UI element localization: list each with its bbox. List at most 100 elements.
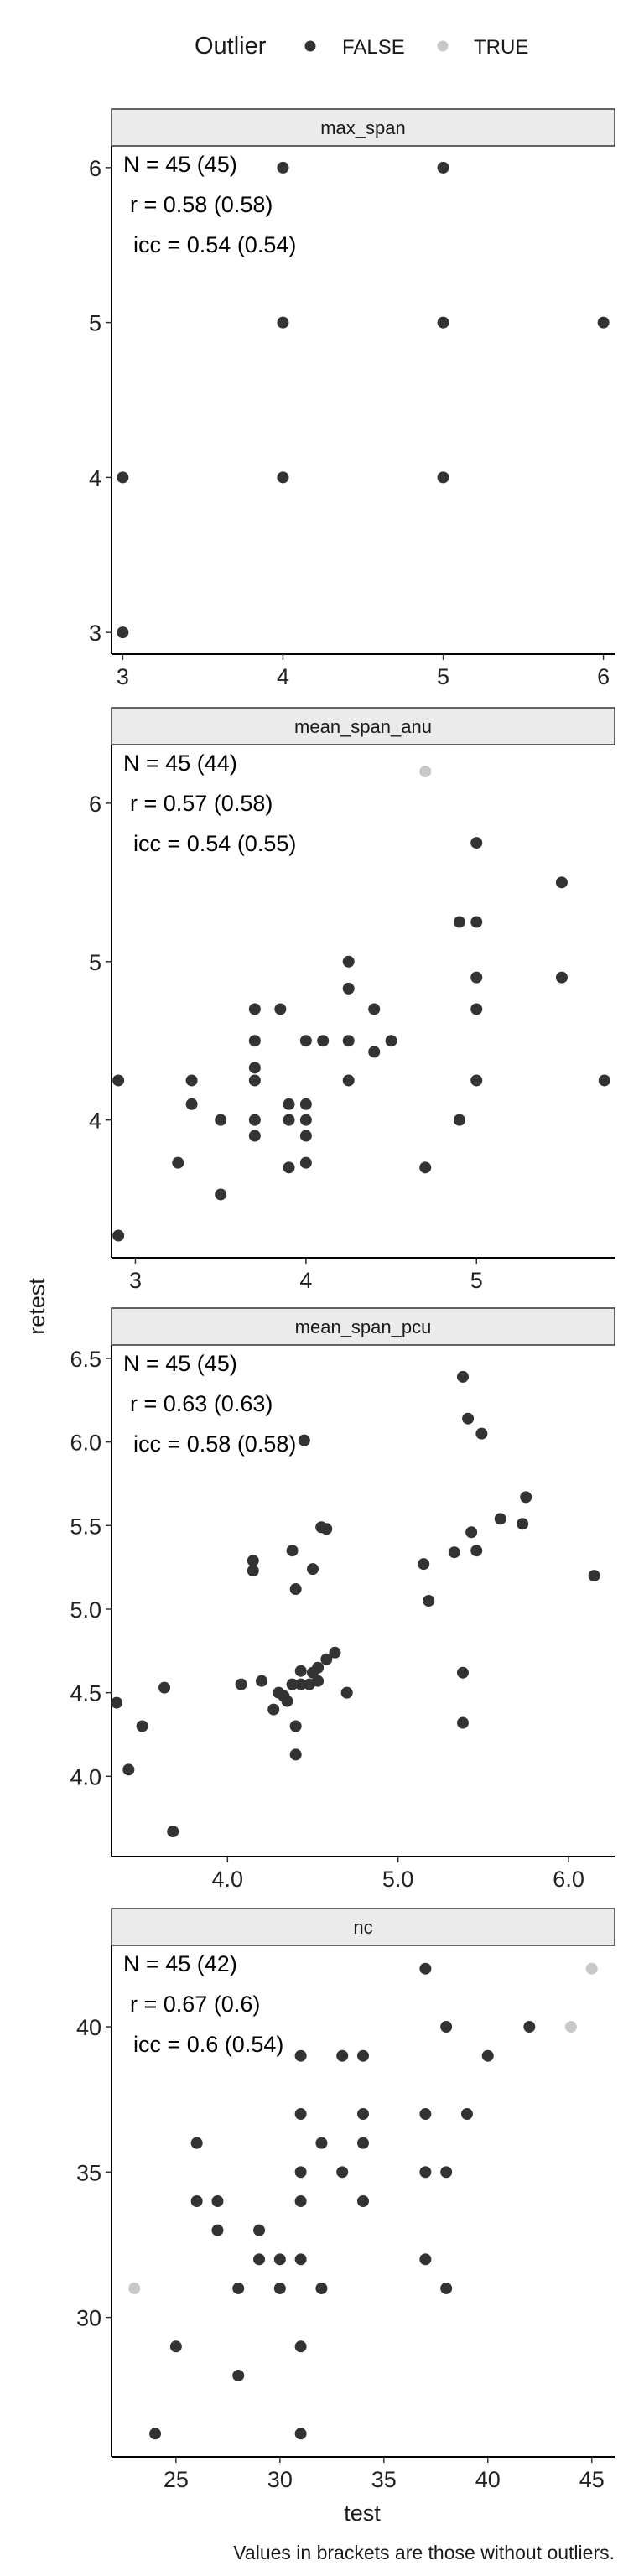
data-point [342, 1035, 355, 1047]
data-point [470, 837, 483, 849]
data-point [277, 471, 289, 484]
data-point [283, 1098, 295, 1110]
data-point [299, 1114, 312, 1126]
y-tick-label: 4 [89, 1109, 101, 1134]
data-point [368, 1003, 381, 1015]
data-point [342, 955, 355, 968]
data-point [418, 1558, 430, 1571]
x-tick-label: 5 [437, 664, 449, 689]
data-point [277, 161, 289, 174]
x-tick-label: 6.0 [553, 1867, 584, 1892]
data-point [470, 916, 483, 928]
data-point [520, 1491, 532, 1504]
data-point [248, 1062, 261, 1074]
data-point [315, 2137, 328, 2149]
data-point [555, 971, 568, 984]
data-point [215, 1114, 227, 1126]
data-point [440, 2282, 453, 2294]
data-point [211, 2224, 224, 2236]
facet-strip-label: mean_span_anu [294, 716, 432, 737]
data-point [112, 1074, 125, 1087]
y-tick-label: 4.0 [70, 1764, 101, 1789]
data-point [481, 2049, 494, 2062]
y-tick-label: 6.5 [70, 1347, 101, 1372]
legend: Outlier FALSE TRUE [195, 33, 528, 60]
data-point-outlier [419, 766, 432, 778]
data-point [136, 1720, 148, 1732]
panel-mean_span_anu: mean_span_anu 4 5 6 3 4 5 N = 45 (44) r = 0.57 (… [89, 707, 615, 1293]
y-tick-label: 5 [89, 311, 101, 336]
facet-strip [111, 707, 615, 745]
data-point [232, 2282, 245, 2294]
x-tick-label: 3 [117, 664, 129, 689]
data-point [357, 2195, 369, 2207]
data-point [253, 2224, 266, 2236]
stats-annotation: r = 0.67 (0.6) [130, 1992, 260, 2017]
data-point [453, 916, 465, 928]
data-point [289, 1720, 302, 1732]
data-point [470, 1074, 483, 1087]
data-point [437, 316, 449, 329]
data-point [248, 1074, 261, 1087]
data-point [456, 1370, 469, 1383]
data-point [453, 1114, 465, 1126]
data-point [255, 1675, 267, 1687]
data-point [274, 1003, 287, 1015]
x-tick-label: 30 [267, 2467, 293, 2492]
stats-annotation: icc = 0.54 (0.55) [133, 831, 296, 856]
panel-mean_span_pcu: mean_span_pcu 4.0 4.5 5.0 5.5 6.0 6.5 4.0 5.0 6.0… [70, 1307, 615, 1892]
legend-title: Outlier [195, 33, 267, 60]
stats-annotation: icc = 0.54 (0.54) [133, 232, 296, 257]
facet-strip-label: max_span [320, 117, 406, 138]
data-point [277, 316, 289, 329]
x-tick-label: 40 [475, 2467, 501, 2492]
data-point [320, 1523, 333, 1535]
data-point [462, 1412, 475, 1425]
data-point [158, 1681, 171, 1694]
legend-key-false [304, 40, 316, 52]
stats-annotation: r = 0.63 (0.63) [130, 1391, 273, 1416]
data-point [253, 2253, 266, 2266]
data-point [329, 1646, 341, 1659]
data-point [167, 1826, 179, 1838]
data-point [294, 2340, 307, 2353]
y-axis-title: retest [24, 1278, 49, 1335]
stats-annotation: N = 45 (44) [123, 750, 237, 776]
data-point [336, 2166, 349, 2179]
facet-strip-label: mean_span_pcu [295, 1317, 432, 1337]
data-point [294, 2166, 307, 2179]
data-point [281, 1695, 293, 1707]
data-point [368, 1046, 381, 1058]
data-point [232, 2369, 245, 2381]
data-point [267, 1703, 280, 1716]
facet-strip-label: nc [353, 1917, 372, 1938]
data-point [437, 161, 449, 174]
data-point [419, 1962, 432, 1975]
data-point [248, 1114, 261, 1126]
data-point [470, 971, 483, 984]
data-point [185, 1074, 198, 1087]
data-point [470, 1545, 483, 1557]
data-point [289, 1583, 302, 1596]
y-tick-label: 40 [76, 2015, 101, 2040]
facet-strip [111, 1307, 615, 1346]
data-point [111, 1696, 123, 1709]
data-point [357, 2049, 369, 2062]
y-tick-label: 4.5 [70, 1681, 101, 1706]
data-point [494, 1513, 506, 1525]
stats-annotation: r = 0.57 (0.58) [130, 791, 273, 816]
data-point [248, 1035, 261, 1047]
data-point [517, 1518, 529, 1530]
data-point-outlier [128, 2282, 141, 2294]
data-point [340, 1686, 353, 1699]
data-point [273, 2253, 286, 2266]
data-point-outlier [585, 1962, 598, 1975]
data-point [190, 2195, 203, 2207]
data-point [419, 2166, 432, 2179]
data-point [248, 1003, 261, 1015]
data-point [299, 1098, 312, 1110]
data-point [294, 2253, 307, 2266]
data-point [185, 1098, 198, 1110]
